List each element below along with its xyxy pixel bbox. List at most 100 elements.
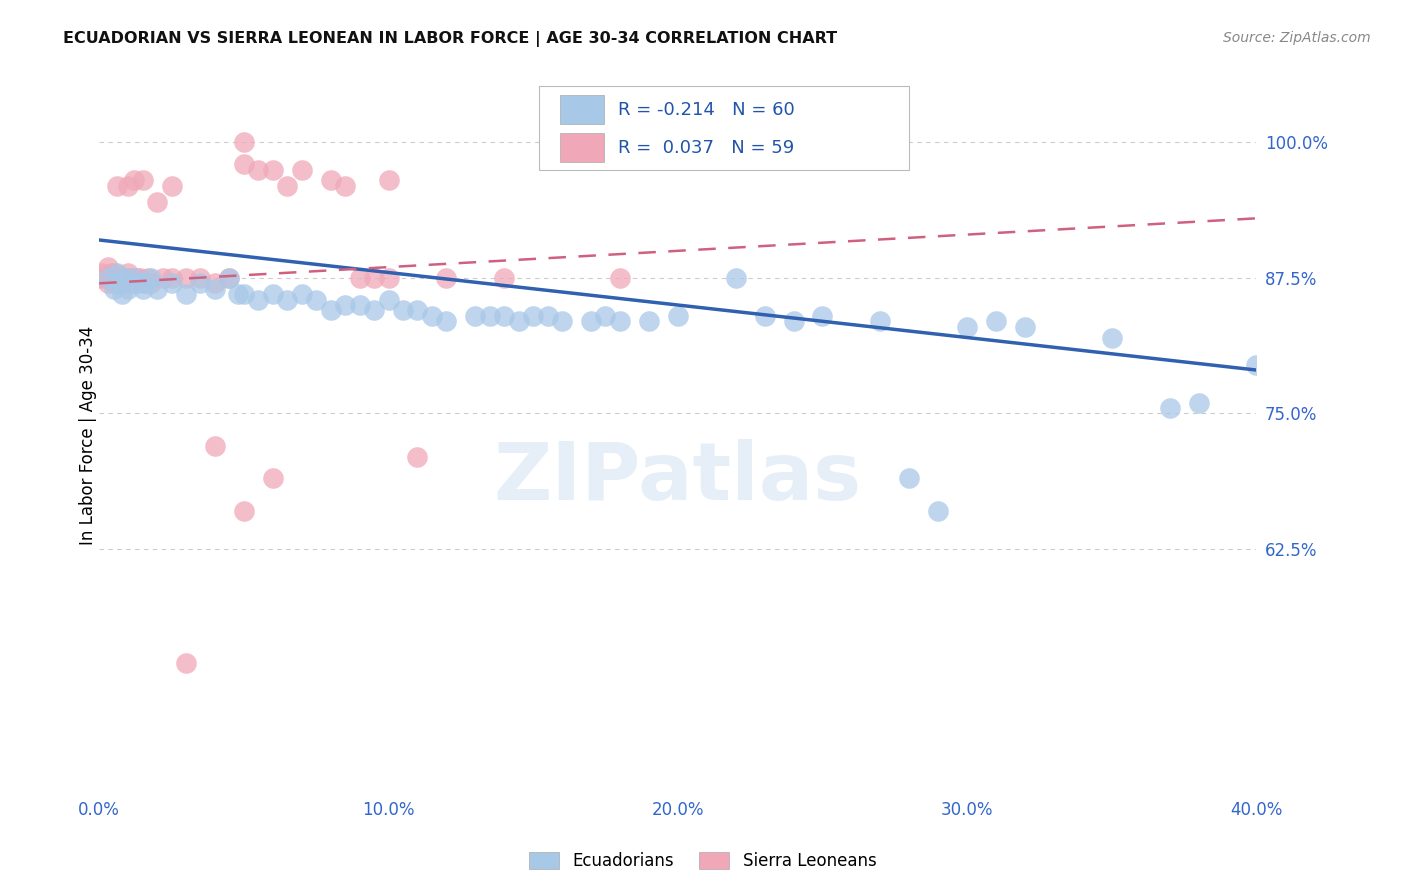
Point xyxy=(117,271,139,285)
Text: Source: ZipAtlas.com: Source: ZipAtlas.com xyxy=(1223,31,1371,45)
Point xyxy=(141,277,163,291)
Point xyxy=(131,282,153,296)
Point xyxy=(146,282,169,296)
Point xyxy=(291,287,314,301)
Point xyxy=(276,293,298,307)
Point xyxy=(333,178,356,193)
Point xyxy=(1246,358,1268,372)
Point xyxy=(131,173,153,187)
Point xyxy=(349,271,371,285)
Point xyxy=(551,314,574,328)
Text: R = -0.214   N = 60: R = -0.214 N = 60 xyxy=(617,101,794,119)
Point xyxy=(1014,319,1036,334)
Point xyxy=(114,271,136,285)
Point xyxy=(204,439,226,453)
Point xyxy=(869,314,891,328)
Point xyxy=(262,287,284,301)
Point xyxy=(114,277,136,291)
Point xyxy=(724,271,747,285)
Point xyxy=(956,319,979,334)
Point xyxy=(363,303,385,318)
Point xyxy=(108,277,131,291)
Point xyxy=(117,282,139,296)
Point xyxy=(609,271,631,285)
Point xyxy=(508,314,530,328)
Point xyxy=(377,271,399,285)
Point xyxy=(190,277,212,291)
Bar xyxy=(560,134,603,162)
Point xyxy=(1101,330,1123,344)
Point xyxy=(218,271,240,285)
Point xyxy=(218,271,240,285)
Point xyxy=(160,271,183,285)
Point xyxy=(138,271,160,285)
Point xyxy=(406,450,429,464)
Point xyxy=(120,271,142,285)
Point xyxy=(134,277,156,291)
Point xyxy=(927,504,949,518)
Point xyxy=(105,178,128,193)
Point xyxy=(984,314,1007,328)
Point xyxy=(160,277,183,291)
Point xyxy=(174,287,197,301)
Point xyxy=(434,314,457,328)
Point xyxy=(392,303,415,318)
Point xyxy=(146,195,169,210)
Point xyxy=(134,277,156,291)
Point xyxy=(105,266,128,280)
Point xyxy=(638,314,661,328)
Point xyxy=(103,277,125,291)
Point xyxy=(898,471,921,485)
Point xyxy=(111,271,134,285)
Point xyxy=(226,287,249,301)
Point xyxy=(420,309,443,323)
Point xyxy=(494,309,516,323)
Point xyxy=(152,271,174,285)
FancyBboxPatch shape xyxy=(538,86,910,170)
Point xyxy=(128,271,150,285)
Text: ZIPatlas: ZIPatlas xyxy=(494,439,862,517)
Point xyxy=(782,314,804,328)
Point xyxy=(122,271,145,285)
Point xyxy=(117,266,139,280)
Point xyxy=(363,271,385,285)
Point xyxy=(536,309,558,323)
Point xyxy=(247,293,270,307)
Point xyxy=(595,309,617,323)
Point xyxy=(494,271,516,285)
Point xyxy=(276,178,298,193)
Point xyxy=(111,277,134,291)
Point xyxy=(103,266,125,280)
Text: ECUADORIAN VS SIERRA LEONEAN IN LABOR FORCE | AGE 30-34 CORRELATION CHART: ECUADORIAN VS SIERRA LEONEAN IN LABOR FO… xyxy=(63,31,838,47)
Point xyxy=(247,162,270,177)
Point xyxy=(174,271,197,285)
Point xyxy=(262,471,284,485)
Legend: Ecuadorians, Sierra Leoneans: Ecuadorians, Sierra Leoneans xyxy=(523,845,883,877)
Point xyxy=(105,271,128,285)
Point xyxy=(305,293,328,307)
Point xyxy=(100,271,122,285)
Point xyxy=(262,162,284,177)
Point xyxy=(122,277,145,291)
Point xyxy=(478,309,501,323)
Point xyxy=(232,136,254,150)
Point xyxy=(111,287,134,301)
Point xyxy=(174,656,197,670)
Point xyxy=(434,271,457,285)
Point xyxy=(291,162,314,177)
Point xyxy=(204,282,226,296)
Point xyxy=(232,504,254,518)
Point xyxy=(114,271,136,285)
Point xyxy=(349,298,371,312)
Point xyxy=(117,178,139,193)
Point xyxy=(97,271,120,285)
Point xyxy=(232,287,254,301)
Y-axis label: In Labor Force | Age 30-34: In Labor Force | Age 30-34 xyxy=(79,326,97,545)
Point xyxy=(100,266,122,280)
Point xyxy=(406,303,429,318)
Text: R =  0.037   N = 59: R = 0.037 N = 59 xyxy=(617,138,794,157)
Point xyxy=(108,277,131,291)
Point xyxy=(377,173,399,187)
Point xyxy=(91,266,114,280)
Point xyxy=(141,271,163,285)
